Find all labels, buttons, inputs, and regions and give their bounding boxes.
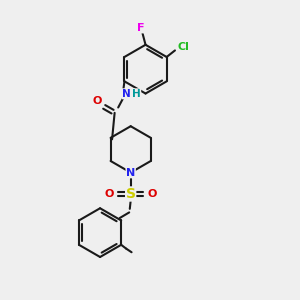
Text: N: N [126, 168, 135, 178]
Text: H: H [132, 89, 141, 99]
Text: Cl: Cl [177, 42, 189, 52]
Text: O: O [148, 189, 157, 199]
Text: F: F [137, 23, 145, 33]
Text: O: O [92, 96, 101, 106]
Text: O: O [104, 189, 114, 199]
Text: N: N [122, 89, 131, 99]
Text: S: S [126, 187, 136, 201]
